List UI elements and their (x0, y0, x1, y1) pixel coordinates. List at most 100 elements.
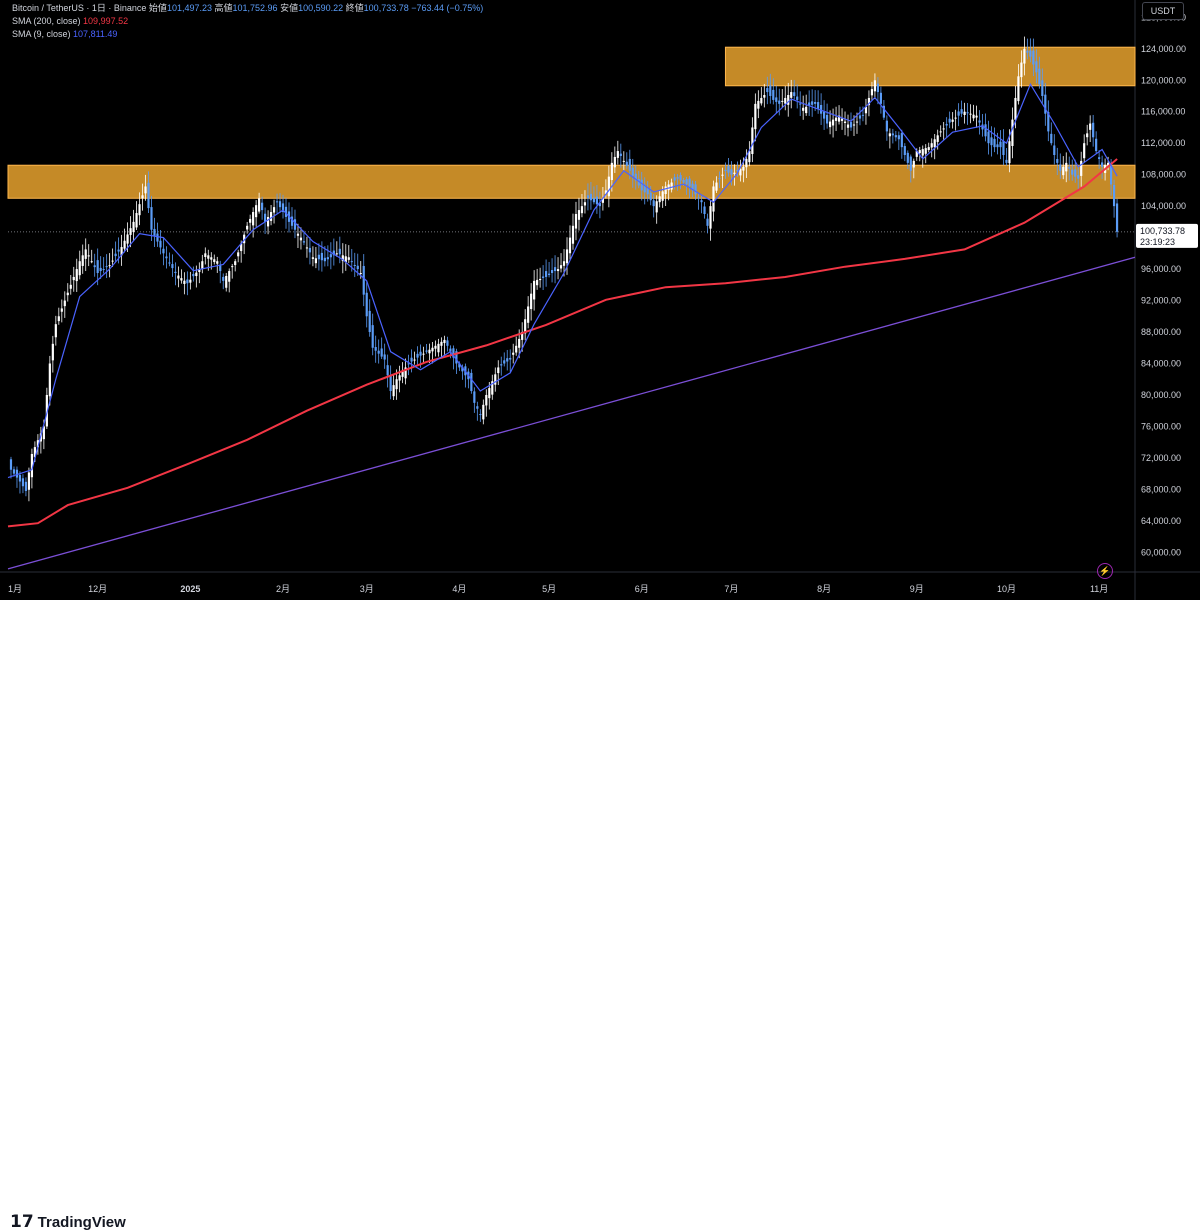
candle-body (691, 183, 694, 191)
candle-body (736, 170, 739, 172)
candle-body (1086, 133, 1089, 138)
candle-body (479, 414, 482, 416)
price-chart[interactable]: 60,000.00 64,000.00 68,000.00 72,000.00 76,0… (0, 0, 1200, 600)
candle-body (302, 241, 306, 243)
close-value: 100,733.78 (363, 3, 409, 13)
candle-body (709, 206, 712, 229)
chart-frame[interactable]: 60,000.00 64,000.00 68,000.00 72,000.00 76,0… (0, 0, 1200, 600)
candle-body (9, 459, 13, 470)
sma200-label: SMA (200, close) (12, 16, 81, 26)
candle-body (766, 88, 769, 93)
candle-body (763, 95, 766, 98)
candle-body (419, 351, 422, 356)
candle-body (512, 352, 515, 355)
candle-body (814, 101, 817, 104)
candle-body (1083, 143, 1086, 159)
sma9-line[interactable] (7, 82, 1118, 479)
candle-body (425, 350, 428, 352)
candle-body (966, 112, 969, 114)
candle-body (96, 260, 99, 274)
candle-body (846, 124, 850, 128)
candle-body (440, 341, 443, 346)
candle-body (688, 178, 691, 187)
change-value: −763.44 (−0.75%) (411, 3, 484, 13)
candle-body (817, 102, 820, 109)
candle-body (449, 348, 452, 352)
candle-body (216, 261, 219, 264)
candle-body (90, 261, 93, 263)
price-tick-label: 80,000.00 (1141, 390, 1181, 400)
candle-body (840, 118, 844, 121)
candle-body (237, 252, 240, 257)
candle-body (258, 198, 261, 212)
zone-rect-1[interactable] (7, 164, 1136, 199)
price-tick-label: 108,000.00 (1141, 170, 1186, 180)
candle-body (353, 264, 356, 266)
candle-body (539, 278, 542, 281)
candle-body (1115, 203, 1119, 232)
currency-button[interactable]: USDT (1142, 2, 1184, 20)
candle-body (371, 325, 374, 348)
candle-body (240, 243, 243, 252)
candle-body (255, 205, 258, 218)
candle-body (1032, 50, 1035, 65)
candle-body (437, 343, 440, 353)
candle-body (99, 267, 102, 272)
candle-body (78, 261, 81, 276)
zone-rect-0[interactable] (724, 46, 1136, 87)
candle-body (332, 250, 335, 256)
candle-body (628, 158, 631, 171)
candle-body (284, 206, 288, 217)
candle-body (299, 237, 303, 241)
candle-body (682, 180, 685, 183)
legend-sma200-row[interactable]: SMA (200, close) 109,997.52 (12, 15, 483, 28)
candle-body (356, 265, 359, 270)
price-tick-label: 92,000.00 (1141, 296, 1181, 306)
candle-body (945, 123, 948, 126)
candle-body (727, 165, 730, 173)
candle-body (296, 233, 300, 236)
candle-body (873, 80, 877, 92)
open-label: 始値 (148, 3, 167, 13)
candle-body (562, 261, 566, 266)
candle-body (679, 175, 682, 181)
candle-body (903, 146, 906, 155)
tradingview-logo[interactable]: 17 TradingView (10, 1212, 126, 1232)
candle-body (802, 107, 805, 111)
candle-body (954, 117, 957, 119)
symbol-title[interactable]: Bitcoin / TetherUS · 1日 · Binance (12, 3, 147, 13)
candle-body (912, 160, 915, 168)
candle-body (855, 121, 859, 123)
time-tick-label: 6月 (635, 584, 649, 594)
candle-body (550, 270, 554, 274)
candle-body (1112, 184, 1116, 207)
candle-body (407, 363, 410, 365)
candle-body (870, 89, 874, 96)
candle-body (825, 114, 829, 124)
candle-body (383, 354, 386, 360)
candle-body (473, 391, 476, 403)
candle-body (927, 147, 930, 151)
candle-body (1014, 97, 1017, 120)
candle-body (939, 131, 942, 133)
sma200-line[interactable] (7, 158, 1118, 528)
candle-body (577, 210, 581, 220)
candle-body (828, 121, 832, 128)
trendline[interactable] (7, 256, 1136, 570)
candle-body (12, 469, 16, 474)
candle-body (168, 262, 171, 264)
candle-body (843, 121, 847, 123)
last-price-tag[interactable] (1136, 223, 1198, 248)
price-tick-label: 124,000.00 (1141, 44, 1186, 54)
candle-body (497, 367, 500, 374)
candle-body (984, 124, 987, 137)
bolt-icon[interactable]: ⚡ (1097, 563, 1113, 579)
candle-body (30, 453, 34, 478)
candle-body (730, 169, 733, 175)
candle-body (834, 117, 838, 121)
legend-sma9-row[interactable]: SMA (9, close) 107,811.49 (12, 28, 483, 41)
candle-body (266, 216, 270, 227)
candle-body (757, 100, 760, 109)
candle-body (718, 178, 721, 180)
candle-body (33, 447, 37, 458)
